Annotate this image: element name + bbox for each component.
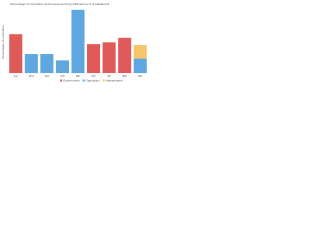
x-tick-label: 1st: [14, 74, 18, 78]
bar: [40, 54, 54, 73]
x-tick-label: 8th: [123, 74, 128, 78]
bar: [118, 37, 132, 73]
x-tick-label: 2nd: [29, 74, 34, 78]
x-tick-label: 6th: [91, 74, 96, 78]
x-tick-label: 3rd: [45, 74, 50, 78]
x-tick-label: 7th: [107, 74, 112, 78]
chart: Percentage of councillors and local gove…: [1, 2, 148, 82]
bar: [55, 60, 69, 73]
bar: [133, 45, 147, 59]
y-axis-label: Percentage of councillors: [1, 25, 5, 59]
legend-swatch: [60, 79, 62, 82]
bar: [87, 44, 101, 73]
legend-label: Government: [63, 78, 80, 82]
x-tick-label: 4th: [60, 74, 65, 78]
bar: [102, 42, 116, 73]
legend-label: Opposition: [86, 78, 101, 82]
legend-swatch: [82, 79, 85, 82]
bar: [9, 34, 23, 73]
legend-swatch: [102, 79, 105, 82]
bar: [71, 9, 85, 73]
x-tick-label: 5th: [76, 74, 81, 78]
chart-title: Percentage of councillors and local gove…: [10, 2, 109, 6]
bar: [24, 54, 38, 73]
x-tick-label: 9th: [138, 74, 143, 78]
bar: [133, 58, 147, 73]
legend-label: Independent: [106, 78, 123, 82]
